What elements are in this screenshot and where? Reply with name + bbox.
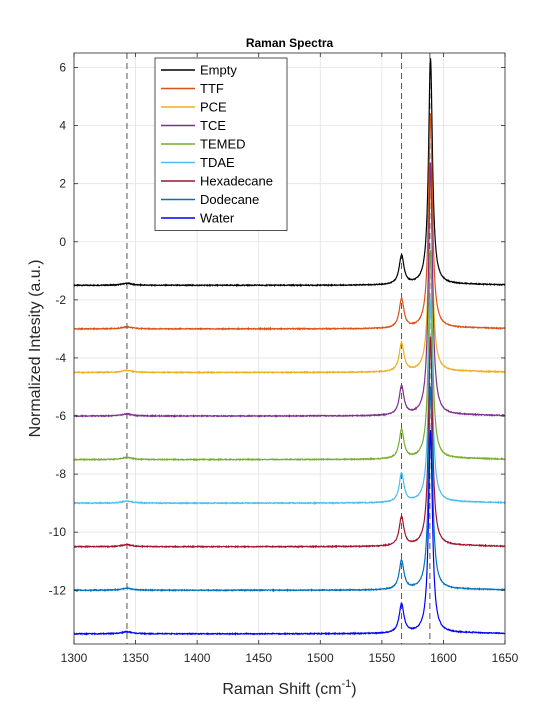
- x-tick-label: 1300: [61, 651, 88, 665]
- y-tick-label: -2: [55, 293, 66, 307]
- y-tick-label: 4: [59, 119, 66, 133]
- x-tick-label: 1350: [122, 651, 149, 665]
- y-tick-label: -10: [49, 525, 67, 539]
- legend-label: TCE: [200, 118, 226, 133]
- legend-label: TDAE: [200, 155, 235, 170]
- series-line-dodecane: [73, 386, 506, 593]
- y-tick-label: -12: [49, 583, 67, 597]
- x-axis-label: Raman Shift (cm-1): [222, 678, 356, 698]
- x-tick-label: 1650: [492, 651, 519, 665]
- legend-label: Empty: [200, 63, 237, 78]
- y-tick-label: -4: [55, 351, 66, 365]
- x-tick-label: 1550: [369, 651, 396, 665]
- y-tick-label: 0: [59, 235, 66, 249]
- y-axis-label: Normalized Intesity (a.u.): [27, 260, 44, 438]
- y-tick-label: -8: [55, 467, 66, 481]
- legend-label: Hexadecane: [200, 174, 273, 189]
- x-tick-label: 1600: [430, 651, 457, 665]
- legend: Empty TTF PCE TCE TEMED TDAE Hexadecane Dodecan…: [154, 57, 288, 231]
- plot-border: [73, 52, 506, 645]
- series-line-hexadecane: [73, 336, 506, 549]
- series-group: [73, 58, 506, 636]
- x-tick-label: 1400: [184, 651, 211, 665]
- legend-label: TEMED: [200, 137, 246, 152]
- series-line-water: [73, 429, 506, 636]
- series-line-temed: [73, 249, 506, 462]
- plot-area: [73, 52, 506, 645]
- x-axis-label-superscript: -1: [342, 678, 352, 690]
- plot-background: [74, 53, 505, 644]
- series-line-empty: [73, 58, 506, 288]
- legend-label: Dodecane: [200, 192, 259, 207]
- legend-label: TTF: [200, 81, 224, 96]
- y-tick-label: 6: [59, 61, 66, 75]
- y-tick-label: -6: [55, 409, 66, 423]
- x-axis-label-main: Raman Shift (cm: [222, 681, 341, 698]
- x-tick-label: 1500: [307, 651, 334, 665]
- series-line-tce: [73, 162, 506, 418]
- x-axis-label-end: ): [351, 681, 356, 698]
- y-tick-label: 2: [59, 177, 66, 191]
- legend-label: Water: [200, 211, 235, 226]
- series-line-ttf: [73, 113, 506, 331]
- legend-label: PCE: [200, 100, 227, 115]
- chart-title: Raman Spectra: [246, 36, 334, 50]
- x-tick-label: 1450: [245, 651, 272, 665]
- x-ticks: 1300 1350 1400 1450 1500 1550 1600 1650: [61, 53, 519, 665]
- series-line-tdae: [73, 299, 506, 506]
- y-ticks: -12 -10 -8 -6 -4 -2 0 2 4 6: [49, 61, 505, 597]
